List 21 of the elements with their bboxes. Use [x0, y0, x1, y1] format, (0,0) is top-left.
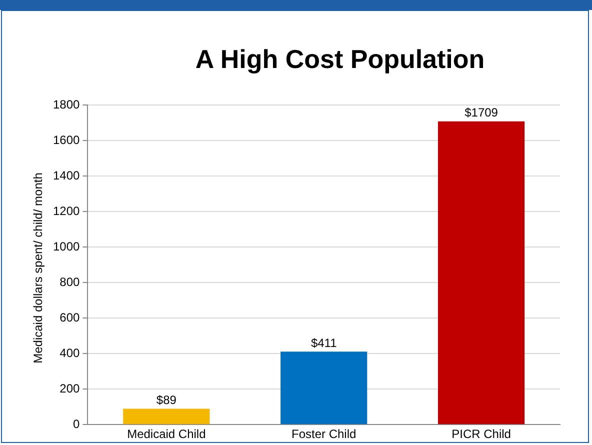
bar — [438, 121, 525, 424]
x-tick-label: Foster Child — [292, 427, 356, 442]
y-tick-label: 200 — [60, 381, 80, 396]
y-tick-label: 0 — [73, 416, 80, 431]
y-axis-title: Medicaid dollars spent/ child/ month — [31, 172, 45, 366]
y-tick-label: 800 — [60, 274, 80, 289]
x-tick-label: PICR Child — [452, 427, 511, 442]
y-tick-label: 1000 — [52, 239, 80, 254]
data-label: $89 — [156, 393, 177, 408]
bar — [280, 352, 368, 424]
y-tick-label: 600 — [60, 310, 80, 324]
data-label: $1709 — [464, 106, 498, 120]
y-tick-label: 1600 — [52, 133, 80, 147]
bar — [123, 408, 210, 424]
x-tick-label: Medicaid Child — [127, 427, 206, 442]
y-tick-label: 1200 — [52, 204, 80, 218]
y-tick-label: 1400 — [52, 168, 80, 182]
y-tick-label: 1800 — [52, 98, 80, 112]
y-tick-label: 400 — [60, 346, 80, 360]
chart-title: A High Cost Population — [194, 44, 486, 75]
data-label: $411 — [310, 336, 338, 350]
